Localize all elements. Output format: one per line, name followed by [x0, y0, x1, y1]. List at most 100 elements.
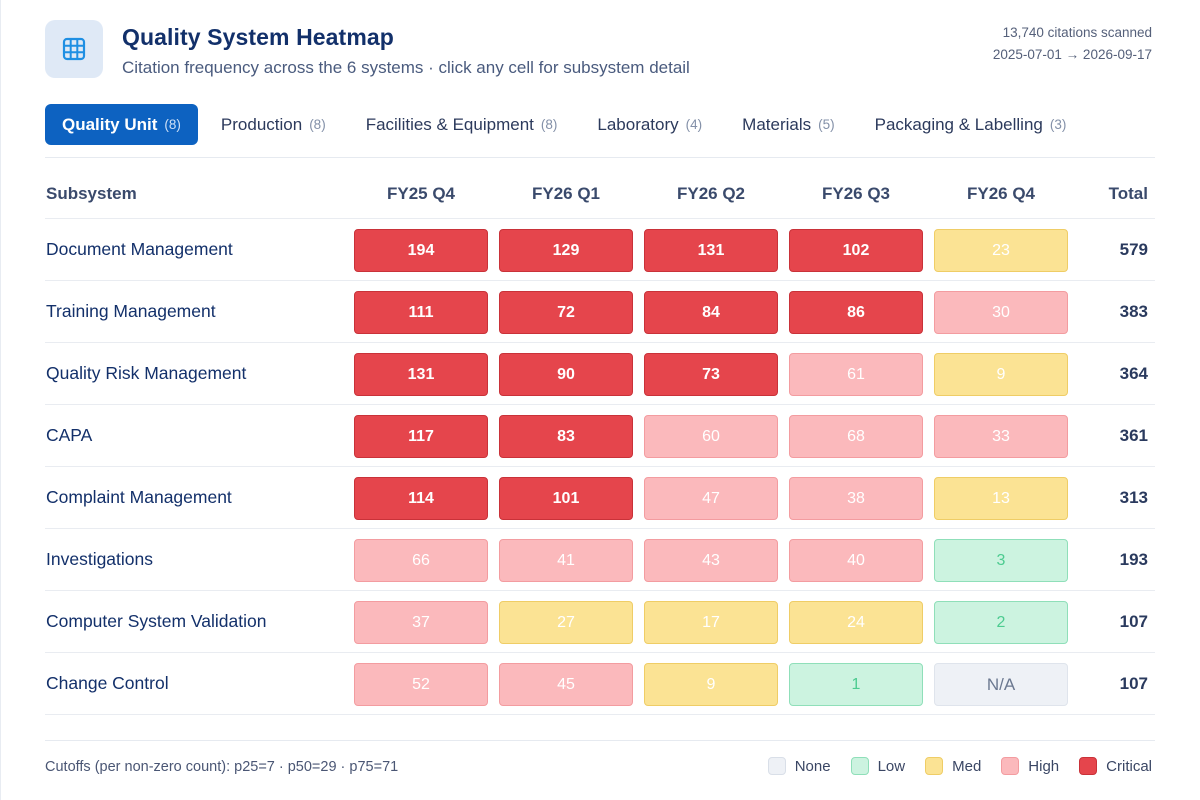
heatmap-cell[interactable]: 1 — [789, 663, 923, 706]
heatmap-cell[interactable]: 24 — [789, 601, 923, 644]
tab-production[interactable]: Production (8) — [204, 104, 343, 145]
heatmap-cell[interactable]: 13 — [934, 477, 1068, 520]
heatmap-cell[interactable]: 111 — [354, 291, 488, 334]
heatmap-cell[interactable]: 38 — [789, 477, 923, 520]
tab-label: Production — [220, 114, 303, 134]
tab-packaging-labelling[interactable]: Packaging & Labelling (3) — [858, 104, 1084, 145]
quarter-column-header: FY26 Q3 — [821, 184, 891, 203]
heatmap-cell[interactable]: 45 — [499, 663, 633, 706]
header: Quality System Heatmap Citation frequenc… — [45, 20, 1152, 80]
footer-divider — [45, 740, 1155, 741]
legend-swatch — [1001, 757, 1020, 775]
row-total: 579 — [1119, 239, 1148, 259]
legend-label: None — [794, 757, 831, 775]
heatmap-cell[interactable]: 52 — [354, 663, 488, 706]
tab-laboratory[interactable]: Laboratory (4) — [580, 104, 719, 145]
heatmap-cell[interactable]: 43 — [644, 539, 778, 582]
scan-meta: 13,740 citations scanned 2025-07-01 → 20… — [993, 22, 1152, 66]
heatmap-cell[interactable]: 84 — [644, 291, 778, 334]
heatmap-cell[interactable]: 101 — [499, 477, 633, 520]
row-total: 364 — [1119, 363, 1148, 383]
heatmap-cell[interactable]: 86 — [789, 291, 923, 334]
table-row: Document Management 194 129 131 102 23 579 — [45, 219, 1155, 281]
legend-item-low: Low — [850, 757, 905, 775]
legend-item-high: High — [1001, 757, 1059, 775]
heatmap-cell[interactable]: 3 — [934, 539, 1068, 582]
heatmap-cell[interactable]: 33 — [934, 415, 1068, 458]
heatmap-cell[interactable]: 41 — [499, 539, 633, 582]
subsystem-name: CAPA — [46, 425, 93, 445]
legend-label: Critical — [1106, 757, 1152, 775]
heatmap-cell[interactable]: 66 — [354, 539, 488, 582]
page-title: Quality System Heatmap — [122, 24, 394, 50]
tab-label: Facilities & Equipment — [365, 114, 534, 134]
row-total: 383 — [1119, 301, 1148, 321]
heatmap-cell[interactable]: 9 — [644, 663, 778, 706]
tab-count: (4) — [685, 117, 703, 132]
heatmap-cell[interactable]: 2 — [934, 601, 1068, 644]
cutoffs-note: Cutoffs (per non-zero count): p25=7 · p5… — [45, 759, 399, 775]
heatmap-cell[interactable]: 72 — [499, 291, 633, 334]
subsystem-name: Quality Risk Management — [46, 363, 247, 383]
table-row: CAPA 117 83 60 68 33 361 — [45, 405, 1155, 467]
heatmap-cell[interactable]: 40 — [789, 539, 923, 582]
quarter-column-header: FY26 Q1 — [531, 184, 601, 203]
heatmap-cell[interactable]: 131 — [644, 229, 778, 272]
legend-item-med: Med — [925, 757, 981, 775]
subsystem-name: Change Control — [46, 673, 169, 693]
row-total: 361 — [1119, 425, 1148, 445]
heatmap-cell[interactable]: 27 — [499, 601, 633, 644]
tab-quality-unit[interactable]: Quality Unit (8) — [45, 104, 198, 145]
heatmap-cell[interactable]: 117 — [354, 415, 488, 458]
heatmap-cell[interactable]: 9 — [934, 353, 1068, 396]
tab-label: Packaging & Labelling — [874, 114, 1043, 134]
subsystem-name: Complaint Management — [46, 487, 232, 507]
row-total: 107 — [1119, 673, 1148, 693]
table-row: Investigations 66 41 43 40 3 193 — [45, 529, 1155, 591]
total-column-header: Total — [1108, 184, 1148, 203]
tab-facilities-equipment[interactable]: Facilities & Equipment (8) — [349, 104, 575, 145]
tab-count: (8) — [164, 117, 181, 132]
tab-materials[interactable]: Materials (5) — [725, 104, 851, 145]
heatmap-cell[interactable]: 194 — [354, 229, 488, 272]
subsystem-name: Investigations — [46, 549, 154, 569]
heatmap-cell[interactable]: 17 — [644, 601, 778, 644]
table-row: Training Management 111 72 84 86 30 383 — [45, 281, 1155, 343]
heatmap-cell[interactable]: 37 — [354, 601, 488, 644]
legend-swatch — [850, 757, 869, 775]
citations-count: 13,740 citations scanned — [1002, 25, 1152, 40]
heatmap-cell[interactable]: 129 — [499, 229, 633, 272]
heatmap-cell[interactable]: 102 — [789, 229, 923, 272]
quarter-column-header: FY26 Q2 — [676, 184, 746, 203]
tab-label: Quality Unit — [62, 114, 158, 134]
legend-swatch — [1079, 757, 1098, 775]
row-total: 313 — [1119, 487, 1148, 507]
subsystem-name: Training Management — [46, 301, 216, 321]
heatmap-cell[interactable]: N/A — [934, 663, 1068, 706]
grid-icon — [45, 20, 103, 78]
legend-swatch — [925, 757, 944, 775]
subsystem-column-header: Subsystem — [46, 184, 137, 203]
subsystem-name: Document Management — [46, 239, 233, 259]
table-row: Computer System Validation 37 27 17 24 2 107 — [45, 591, 1155, 653]
heatmap-cell[interactable]: 23 — [934, 229, 1068, 272]
row-total: 193 — [1119, 549, 1148, 569]
page-subtitle: Citation frequency across the 6 systems … — [122, 58, 690, 77]
legend-item-critical: Critical — [1079, 757, 1152, 775]
quarter-column-header: FY26 Q4 — [966, 184, 1036, 203]
tab-count: (5) — [818, 117, 835, 132]
heatmap-cell[interactable]: 68 — [789, 415, 923, 458]
heatmap-cell[interactable]: 131 — [354, 353, 488, 396]
heatmap-cell[interactable]: 47 — [644, 477, 778, 520]
heatmap-cell[interactable]: 90 — [499, 353, 633, 396]
heatmap-cell[interactable]: 83 — [499, 415, 633, 458]
heatmap-cell[interactable]: 61 — [789, 353, 923, 396]
tab-count: (8) — [540, 117, 558, 132]
heatmap-cell[interactable]: 30 — [934, 291, 1068, 334]
heatmap-cell[interactable]: 114 — [354, 477, 488, 520]
date-range: 2025-07-01 → 2026-09-17 — [992, 47, 1152, 62]
tab-label: Laboratory — [597, 114, 679, 134]
heatmap-cell[interactable]: 60 — [644, 415, 778, 458]
heatmap-cell[interactable]: 73 — [644, 353, 778, 396]
